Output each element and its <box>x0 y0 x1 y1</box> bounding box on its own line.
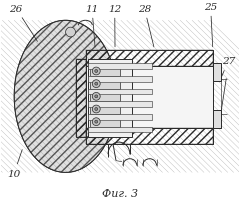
Circle shape <box>95 108 98 111</box>
Text: 11: 11 <box>85 4 99 47</box>
Circle shape <box>66 28 76 38</box>
Circle shape <box>95 121 98 123</box>
Circle shape <box>95 95 98 98</box>
Text: 26: 26 <box>9 4 37 42</box>
Polygon shape <box>88 89 152 95</box>
Polygon shape <box>90 92 120 102</box>
Polygon shape <box>88 60 132 138</box>
Ellipse shape <box>14 21 117 173</box>
Polygon shape <box>88 102 152 107</box>
Text: 28: 28 <box>138 4 154 48</box>
Circle shape <box>95 70 98 73</box>
Circle shape <box>92 106 100 113</box>
Text: Фиг. 3: Фиг. 3 <box>102 188 138 198</box>
Circle shape <box>92 93 100 101</box>
Text: 27: 27 <box>222 57 235 77</box>
Circle shape <box>92 68 100 76</box>
Polygon shape <box>213 110 221 128</box>
Polygon shape <box>86 67 213 128</box>
Text: 25: 25 <box>204 3 217 47</box>
Polygon shape <box>88 77 152 82</box>
Polygon shape <box>14 21 117 173</box>
Polygon shape <box>88 114 152 120</box>
Polygon shape <box>90 105 120 114</box>
Text: 10: 10 <box>7 150 22 178</box>
Polygon shape <box>88 127 152 133</box>
Polygon shape <box>90 79 120 89</box>
Polygon shape <box>88 64 152 70</box>
Circle shape <box>92 118 100 126</box>
Text: 12: 12 <box>108 4 121 47</box>
Polygon shape <box>213 64 221 81</box>
Polygon shape <box>90 117 120 127</box>
Circle shape <box>92 80 100 88</box>
Circle shape <box>95 83 98 86</box>
Polygon shape <box>90 67 120 77</box>
